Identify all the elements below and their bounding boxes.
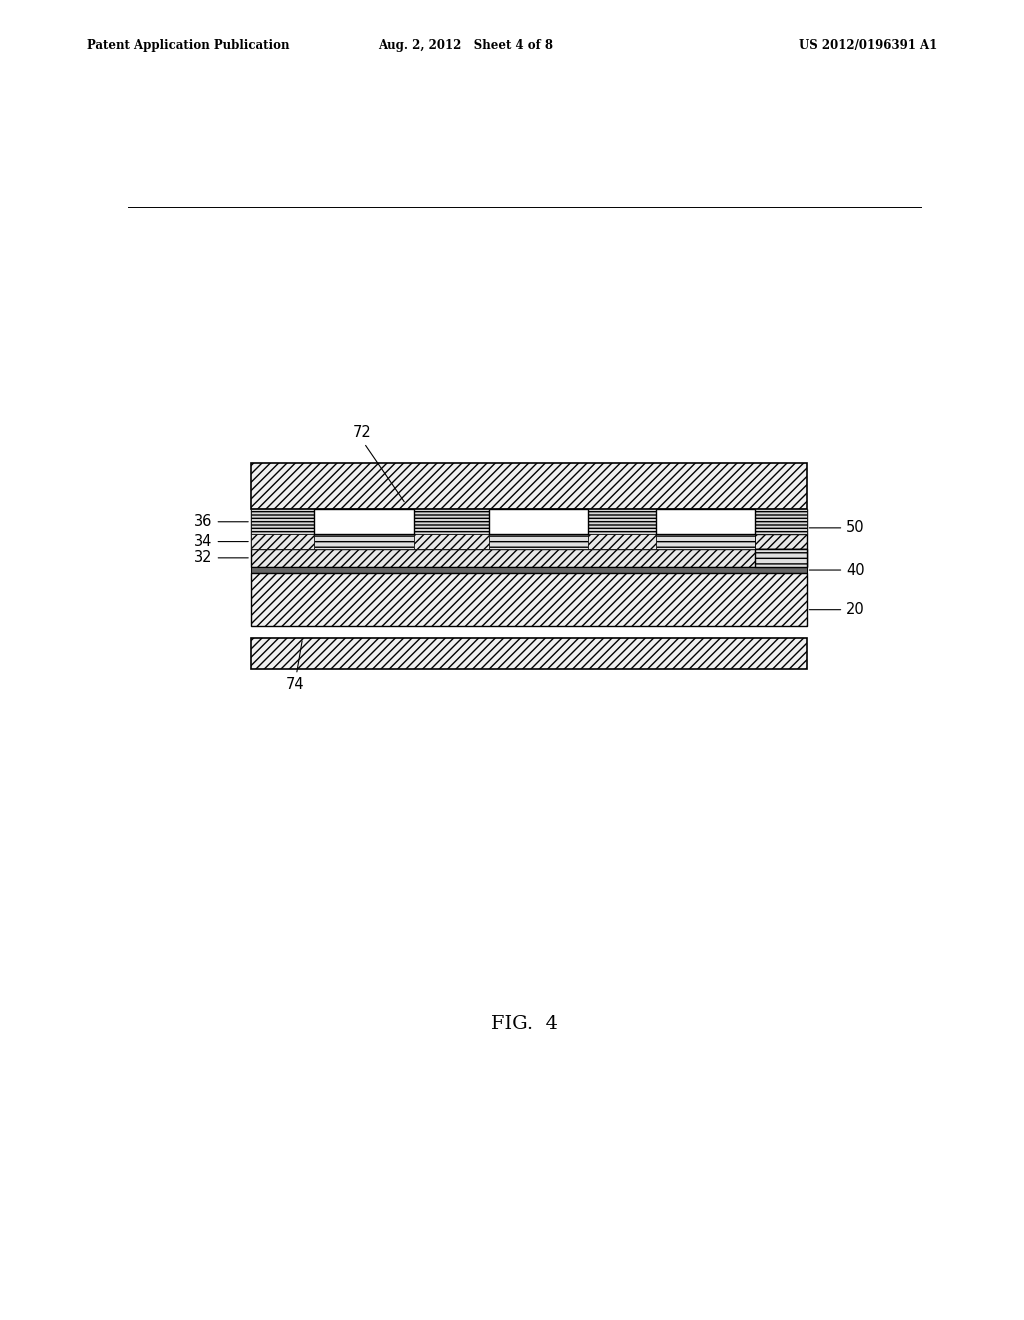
Bar — [489, 510, 588, 535]
Text: 32: 32 — [195, 550, 248, 565]
Bar — [251, 510, 807, 535]
Bar — [588, 535, 655, 549]
Bar — [489, 535, 588, 549]
Bar — [251, 510, 314, 535]
Bar — [655, 510, 755, 535]
Bar — [314, 535, 414, 549]
Bar — [251, 535, 807, 549]
Text: 34: 34 — [195, 535, 248, 549]
Bar — [314, 510, 414, 535]
Text: Patent Application Publication: Patent Application Publication — [87, 38, 290, 51]
Bar — [755, 510, 807, 535]
Text: US 2012/0196391 A1: US 2012/0196391 A1 — [799, 38, 937, 51]
Bar — [414, 510, 489, 535]
Text: 20: 20 — [809, 602, 865, 618]
Bar — [755, 549, 807, 568]
Text: 40: 40 — [809, 562, 865, 578]
Bar — [251, 573, 807, 626]
Text: 36: 36 — [195, 515, 248, 529]
Bar — [251, 638, 807, 669]
Bar — [251, 568, 807, 573]
Bar — [251, 549, 807, 568]
Bar — [655, 535, 755, 549]
Bar — [251, 535, 314, 549]
Bar — [414, 535, 489, 549]
Text: Aug. 2, 2012   Sheet 4 of 8: Aug. 2, 2012 Sheet 4 of 8 — [379, 38, 553, 51]
Text: 74: 74 — [286, 642, 304, 693]
Text: 72: 72 — [352, 425, 404, 502]
Bar — [251, 463, 807, 510]
Text: FIG.  4: FIG. 4 — [492, 1015, 558, 1034]
Text: 50: 50 — [809, 520, 865, 536]
Bar — [588, 510, 655, 535]
